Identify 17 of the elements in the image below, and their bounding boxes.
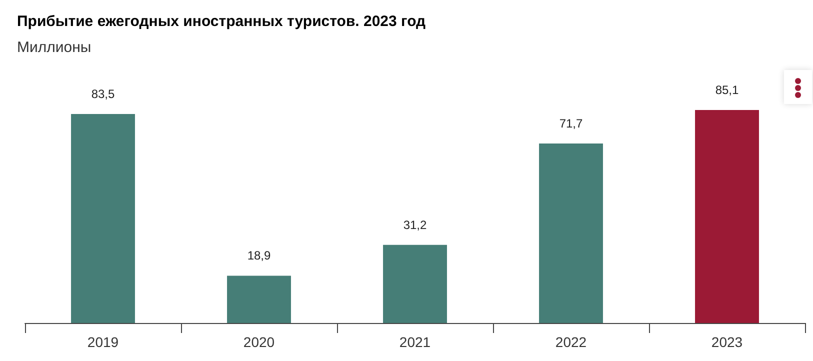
x-tick-label: 2020 [243, 334, 275, 350]
data-label: 85,1 [715, 83, 739, 97]
x-tick-label: 2021 [399, 334, 431, 350]
bar [227, 276, 291, 323]
bar [71, 114, 135, 323]
data-label: 83,5 [91, 87, 115, 102]
bar [383, 244, 447, 323]
x-tick-label: 2022 [555, 334, 587, 350]
x-tick-label: 2019 [87, 334, 119, 350]
bar [539, 144, 603, 323]
x-tick-label: 2023 [711, 334, 743, 350]
bar [695, 110, 759, 323]
data-label: 31,2 [403, 218, 427, 232]
data-label: 18,9 [247, 248, 271, 263]
data-label: 71,7 [559, 116, 583, 131]
chart-title: Прибытие ежегодных иностранных туристов. 2023 год [17, 13, 426, 30]
chart-subtitle: Миллионы [17, 39, 92, 56]
